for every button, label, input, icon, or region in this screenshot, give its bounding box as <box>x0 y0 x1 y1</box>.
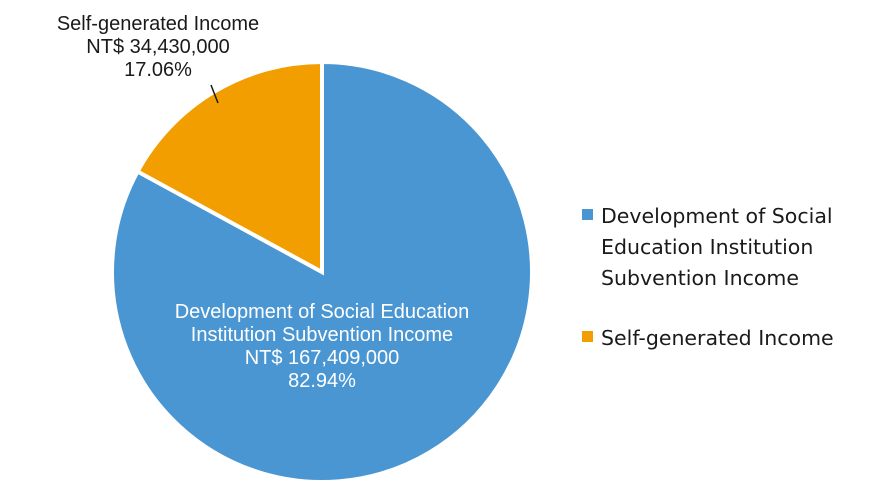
data-label-line: 17.06% <box>124 59 192 81</box>
legend: Development of Social Education Instituti… <box>582 204 834 350</box>
pie-slice-self-generated-income <box>134 59 324 276</box>
data-label-line: 82.94% <box>288 370 356 392</box>
legend-label-line: Development of Social <box>601 204 833 228</box>
data-label-line: Development of Social Education <box>175 301 470 323</box>
data-label-line: NT$ 167,409,000 <box>245 347 400 369</box>
legend-swatch <box>582 209 593 220</box>
legend-item-self-generated-income: Self-generated Income <box>582 326 834 350</box>
callout-lines <box>210 84 219 104</box>
legend-label: Self-generated Income <box>601 326 834 350</box>
pie-slices <box>110 59 534 483</box>
data-label-line: Institution Subvention Income <box>191 324 453 346</box>
data-label-self-generated-income: Self-generated Income NT$ 34,430,000 17.06… <box>57 13 259 81</box>
data-label-line: NT$ 34,430,000 <box>86 36 229 58</box>
legend-label-line: Self-generated Income <box>601 326 834 350</box>
data-label-subvention-income: Development of Social Education Instituti… <box>175 301 470 392</box>
data-label-line: Self-generated Income <box>57 13 259 35</box>
legend-swatch <box>582 331 593 342</box>
legend-label-line: Subvention Income <box>601 266 799 290</box>
legend-item-subvention-income: Development of Social Education Instituti… <box>582 204 833 290</box>
legend-label: Development of Social Education Instituti… <box>601 204 833 290</box>
callout-line-self-generated-income <box>210 84 219 104</box>
data-labels: Development of Social Education Instituti… <box>57 13 469 392</box>
legend-label-line: Education Institution <box>601 235 813 259</box>
